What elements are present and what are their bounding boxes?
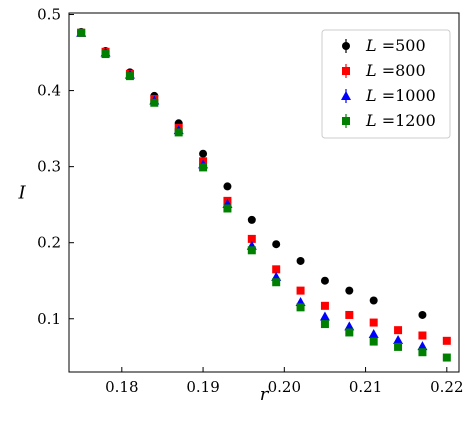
- data-point: [442, 336, 451, 345]
- series-4: [77, 28, 451, 362]
- data-point: [101, 50, 110, 59]
- data-point: [345, 286, 354, 295]
- data-point: [369, 296, 378, 305]
- data-point: [150, 98, 159, 107]
- data-point: [320, 276, 329, 285]
- legend-entry: L =1000: [365, 86, 436, 105]
- data-point: [296, 303, 305, 312]
- data-point: [199, 163, 208, 172]
- x-tick-label: 0.21: [349, 378, 382, 396]
- legend-entry: L =1200: [365, 111, 436, 130]
- data-point: [247, 234, 256, 243]
- data-point: [174, 128, 183, 137]
- data-point: [296, 286, 305, 295]
- x-tick-label: 0.20: [268, 378, 301, 396]
- data-point: [320, 320, 329, 329]
- data-point: [223, 204, 232, 213]
- data-point: [272, 240, 281, 249]
- plot-frame: [68, 12, 460, 373]
- data-point: [247, 215, 256, 224]
- y-tick-label: 0.3: [37, 158, 61, 176]
- legend-entry: L =500: [365, 36, 426, 55]
- y-tick-label: 0.2: [37, 234, 61, 252]
- data-point: [394, 326, 403, 335]
- data-point: [368, 328, 379, 338]
- legend-entry: L =800: [365, 61, 426, 80]
- legend-marker: [341, 91, 351, 100]
- data-point: [272, 278, 281, 287]
- legend: L =500 L =800 L =1000 L =1200: [321, 29, 451, 139]
- y-axis-label: I: [17, 183, 26, 204]
- data-point: [418, 310, 427, 319]
- data-point: [417, 341, 428, 351]
- data-point: [418, 331, 427, 340]
- data-point: [344, 321, 355, 331]
- x-tick-label: 0.19: [186, 378, 219, 396]
- data-point: [442, 353, 451, 362]
- data-point: [296, 256, 305, 265]
- legend-marker: [342, 42, 350, 50]
- data-marks: [76, 27, 451, 362]
- data-point: [77, 28, 86, 37]
- y-tick-label: 0.5: [37, 6, 61, 24]
- data-point: [393, 335, 404, 345]
- data-point: [369, 318, 378, 327]
- data-point: [394, 342, 403, 351]
- y-tick-label: 0.1: [37, 310, 61, 328]
- y-tick-label: 0.4: [37, 82, 61, 100]
- legend-marker: [342, 67, 350, 75]
- y-axis-ticks: 0.1 0.2 0.3 0.4 0.5: [37, 6, 74, 328]
- data-point: [345, 328, 354, 337]
- data-point: [223, 182, 232, 191]
- legend-box: [321, 29, 451, 139]
- x-axis-label: r: [260, 384, 270, 405]
- data-point: [125, 72, 134, 81]
- data-point: [418, 348, 427, 357]
- data-point: [369, 337, 378, 346]
- data-point: [199, 149, 208, 158]
- data-point: [319, 311, 330, 321]
- x-tick-label: 0.22: [430, 378, 463, 396]
- x-tick-label: 0.18: [105, 378, 138, 396]
- data-point: [345, 310, 354, 319]
- data-point: [272, 265, 281, 274]
- x-axis-ticks: 0.18 0.19 0.20 0.21 0.22: [105, 367, 464, 396]
- data-point: [320, 301, 329, 310]
- legend-marker: [342, 117, 350, 125]
- data-point: [247, 246, 256, 255]
